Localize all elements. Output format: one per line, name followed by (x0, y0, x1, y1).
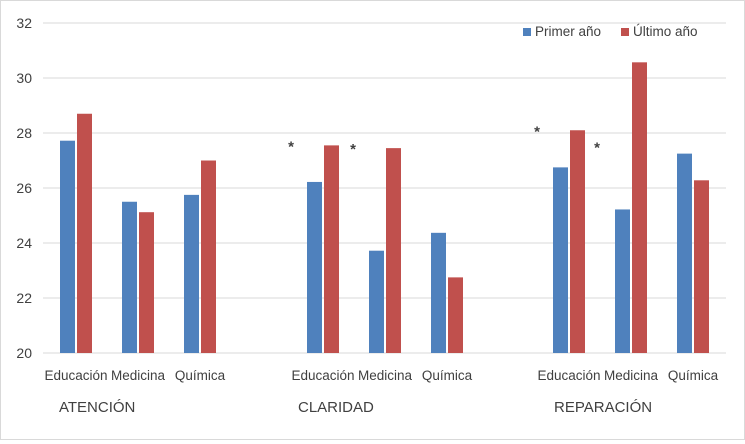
significance-mark: * (288, 138, 294, 155)
bar-atención-medicina-primer (122, 201, 137, 353)
y-tick-label: 30 (16, 70, 32, 86)
bar-claridad-química-primer (431, 232, 446, 353)
y-tick-label: 22 (16, 290, 32, 306)
significance-mark: * (534, 123, 540, 140)
y-tick-label: 28 (16, 125, 32, 141)
bar-reparación-medicina-ultimo (632, 62, 647, 353)
group-label: ATENCIÓN (59, 399, 135, 416)
bar-reparación-química-primer (677, 153, 692, 353)
significance-mark: * (594, 139, 600, 156)
category-label: Medicina (111, 368, 166, 383)
category-label: Educación (44, 368, 107, 383)
group-label: REPARACIÓN (554, 399, 652, 416)
category-label: Medicina (358, 368, 413, 383)
significance-mark: * (350, 141, 356, 158)
bar-reparación-química-ultimo (694, 180, 709, 353)
bar-reparación-educación-primer (553, 167, 568, 353)
bar-atención-educación-primer (60, 140, 75, 353)
legend-swatch (621, 28, 629, 36)
bar-atención-química-primer (184, 194, 199, 353)
bar-atención-química-ultimo (201, 160, 216, 353)
bar-claridad-educación-ultimo (324, 145, 339, 353)
category-label: Química (422, 368, 473, 383)
legend-label: Primer año (535, 24, 601, 39)
bar-claridad-medicina-primer (369, 250, 384, 353)
y-tick-label: 20 (16, 345, 32, 361)
bar-reparación-medicina-primer (615, 209, 630, 353)
bar-atención-medicina-ultimo (139, 212, 154, 353)
category-label: Educación (537, 368, 600, 383)
legend-swatch (523, 28, 531, 36)
category-label: Química (668, 368, 719, 383)
category-label: Medicina (604, 368, 659, 383)
bar-claridad-medicina-ultimo (386, 148, 401, 353)
category-label: Química (175, 368, 226, 383)
y-tick-label: 26 (16, 180, 32, 196)
category-label: Educación (291, 368, 354, 383)
bar-claridad-educación-primer (307, 181, 322, 353)
bar-reparación-educación-ultimo (570, 130, 585, 353)
y-tick-label: 32 (16, 15, 32, 31)
y-tick-label: 24 (16, 235, 32, 251)
group-label: CLARIDAD (298, 399, 374, 416)
bar-atención-educación-ultimo (77, 113, 92, 353)
bar-claridad-química-ultimo (448, 277, 463, 353)
legend-label: Último año (633, 24, 698, 39)
